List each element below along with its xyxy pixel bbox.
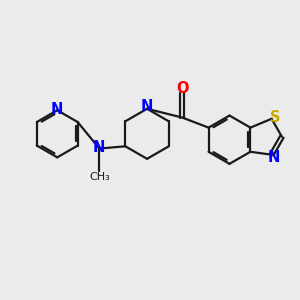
Text: methyl: methyl xyxy=(97,174,102,175)
Text: N: N xyxy=(92,140,105,155)
Text: O: O xyxy=(176,81,189,96)
Text: CH₃: CH₃ xyxy=(89,172,110,182)
Text: N: N xyxy=(268,150,280,165)
Text: N: N xyxy=(51,102,63,117)
Text: N: N xyxy=(141,99,153,114)
Text: S: S xyxy=(271,110,281,125)
